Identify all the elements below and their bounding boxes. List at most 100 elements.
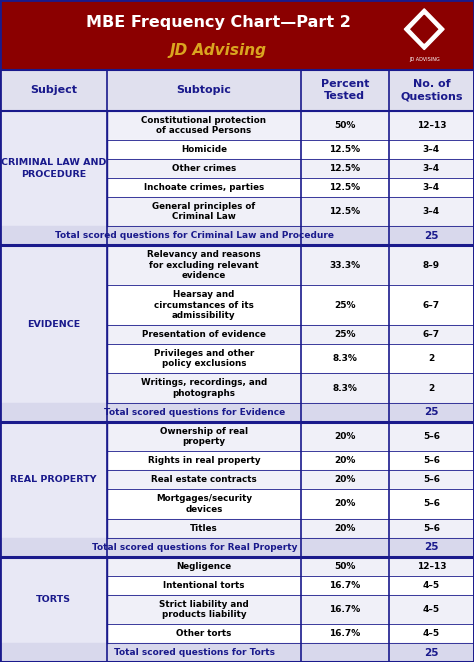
- Text: 2: 2: [428, 354, 435, 363]
- Text: 25%: 25%: [334, 330, 356, 339]
- Text: 5–6: 5–6: [423, 524, 440, 533]
- Text: 25: 25: [424, 231, 438, 241]
- Bar: [107, 422, 301, 451]
- Bar: [389, 576, 474, 594]
- Text: JD ADVISING: JD ADVISING: [409, 56, 439, 62]
- Text: 4–5: 4–5: [423, 629, 440, 638]
- Text: Intentional torts: Intentional torts: [163, 581, 245, 590]
- Bar: [301, 470, 389, 489]
- Bar: [107, 489, 301, 519]
- Text: MBE Frequency Chart—Part 2: MBE Frequency Chart—Part 2: [86, 15, 350, 30]
- Bar: [107, 451, 301, 470]
- Text: EVIDENCE: EVIDENCE: [27, 320, 80, 328]
- Bar: [389, 344, 474, 373]
- Bar: [389, 325, 474, 344]
- Bar: [107, 470, 301, 489]
- Text: Total scored questions for Criminal Law and Procedure: Total scored questions for Criminal Law …: [55, 231, 334, 240]
- Text: JD Advising: JD Advising: [170, 43, 266, 58]
- Text: 8.3%: 8.3%: [332, 354, 357, 363]
- Text: Negligence: Negligence: [176, 561, 231, 571]
- Bar: [301, 111, 389, 140]
- Bar: [0, 403, 474, 422]
- Text: 25: 25: [424, 407, 438, 417]
- Text: Total scored questions for Evidence: Total scored questions for Evidence: [104, 408, 285, 417]
- Text: 12–13: 12–13: [417, 120, 446, 130]
- Text: 5–6: 5–6: [423, 456, 440, 465]
- Bar: [107, 325, 301, 344]
- Text: Privileges and other
policy exclusions: Privileges and other policy exclusions: [154, 349, 254, 369]
- Bar: [107, 140, 301, 159]
- Bar: [389, 197, 474, 226]
- Text: 5–6: 5–6: [423, 499, 440, 508]
- Bar: [107, 557, 301, 576]
- Text: 20%: 20%: [334, 524, 356, 533]
- Bar: [0, 557, 107, 643]
- Text: 2: 2: [428, 384, 435, 393]
- Bar: [107, 159, 301, 178]
- Bar: [389, 246, 474, 285]
- Text: TORTS: TORTS: [36, 595, 71, 604]
- Bar: [0, 0, 474, 70]
- Text: Subtopic: Subtopic: [176, 85, 231, 95]
- Bar: [389, 594, 474, 624]
- Text: No. of
Questions: No. of Questions: [400, 79, 463, 101]
- Bar: [389, 519, 474, 538]
- Text: Ownership of real
property: Ownership of real property: [160, 427, 248, 446]
- Bar: [301, 140, 389, 159]
- Polygon shape: [411, 15, 438, 43]
- Bar: [301, 159, 389, 178]
- Text: 20%: 20%: [334, 499, 356, 508]
- Polygon shape: [404, 9, 444, 50]
- Bar: [389, 624, 474, 643]
- Bar: [301, 285, 389, 325]
- Bar: [301, 422, 389, 451]
- Text: 50%: 50%: [334, 561, 356, 571]
- Text: Other crimes: Other crimes: [172, 164, 236, 173]
- Text: 3–4: 3–4: [423, 164, 440, 173]
- Text: Total scored questions for Torts: Total scored questions for Torts: [114, 648, 275, 657]
- Text: 8–9: 8–9: [423, 261, 440, 269]
- Bar: [389, 451, 474, 470]
- Bar: [389, 489, 474, 519]
- Text: Subject: Subject: [30, 85, 77, 95]
- Text: 12.5%: 12.5%: [329, 164, 360, 173]
- Bar: [301, 246, 389, 285]
- Text: 12.5%: 12.5%: [329, 145, 360, 154]
- Text: 12–13: 12–13: [417, 561, 446, 571]
- Text: 20%: 20%: [334, 456, 356, 465]
- Text: 25: 25: [424, 542, 438, 552]
- Text: 33.3%: 33.3%: [329, 261, 360, 269]
- Bar: [301, 489, 389, 519]
- Text: 16.7%: 16.7%: [329, 605, 360, 614]
- Text: 5–6: 5–6: [423, 475, 440, 485]
- Text: Strict liability and
products liability: Strict liability and products liability: [159, 600, 249, 619]
- Bar: [107, 246, 301, 285]
- Text: Constitutional protection
of accused Persons: Constitutional protection of accused Per…: [141, 116, 266, 135]
- Bar: [107, 285, 301, 325]
- Bar: [301, 624, 389, 643]
- Text: Other torts: Other torts: [176, 629, 231, 638]
- Text: Titles: Titles: [190, 524, 218, 533]
- Text: 25: 25: [424, 647, 438, 657]
- Text: 20%: 20%: [334, 475, 356, 485]
- Text: 50%: 50%: [334, 120, 356, 130]
- Bar: [301, 594, 389, 624]
- Text: 5–6: 5–6: [423, 432, 440, 441]
- Text: Real estate contracts: Real estate contracts: [151, 475, 257, 485]
- Bar: [0, 226, 474, 246]
- Bar: [107, 576, 301, 594]
- Text: 12.5%: 12.5%: [329, 183, 360, 192]
- Text: 16.7%: 16.7%: [329, 629, 360, 638]
- Text: 20%: 20%: [334, 432, 356, 441]
- Bar: [107, 344, 301, 373]
- Bar: [301, 519, 389, 538]
- Text: 3–4: 3–4: [423, 145, 440, 154]
- Bar: [0, 111, 107, 226]
- Text: 8.3%: 8.3%: [332, 384, 357, 393]
- Bar: [301, 451, 389, 470]
- Text: 3–4: 3–4: [423, 207, 440, 216]
- Text: Hearsay and
circumstances of its
admissibility: Hearsay and circumstances of its admissi…: [154, 290, 254, 320]
- Text: Homicide: Homicide: [181, 145, 227, 154]
- Text: CRIMINAL LAW AND
PROCEDURE: CRIMINAL LAW AND PROCEDURE: [0, 158, 106, 179]
- Bar: [0, 538, 474, 557]
